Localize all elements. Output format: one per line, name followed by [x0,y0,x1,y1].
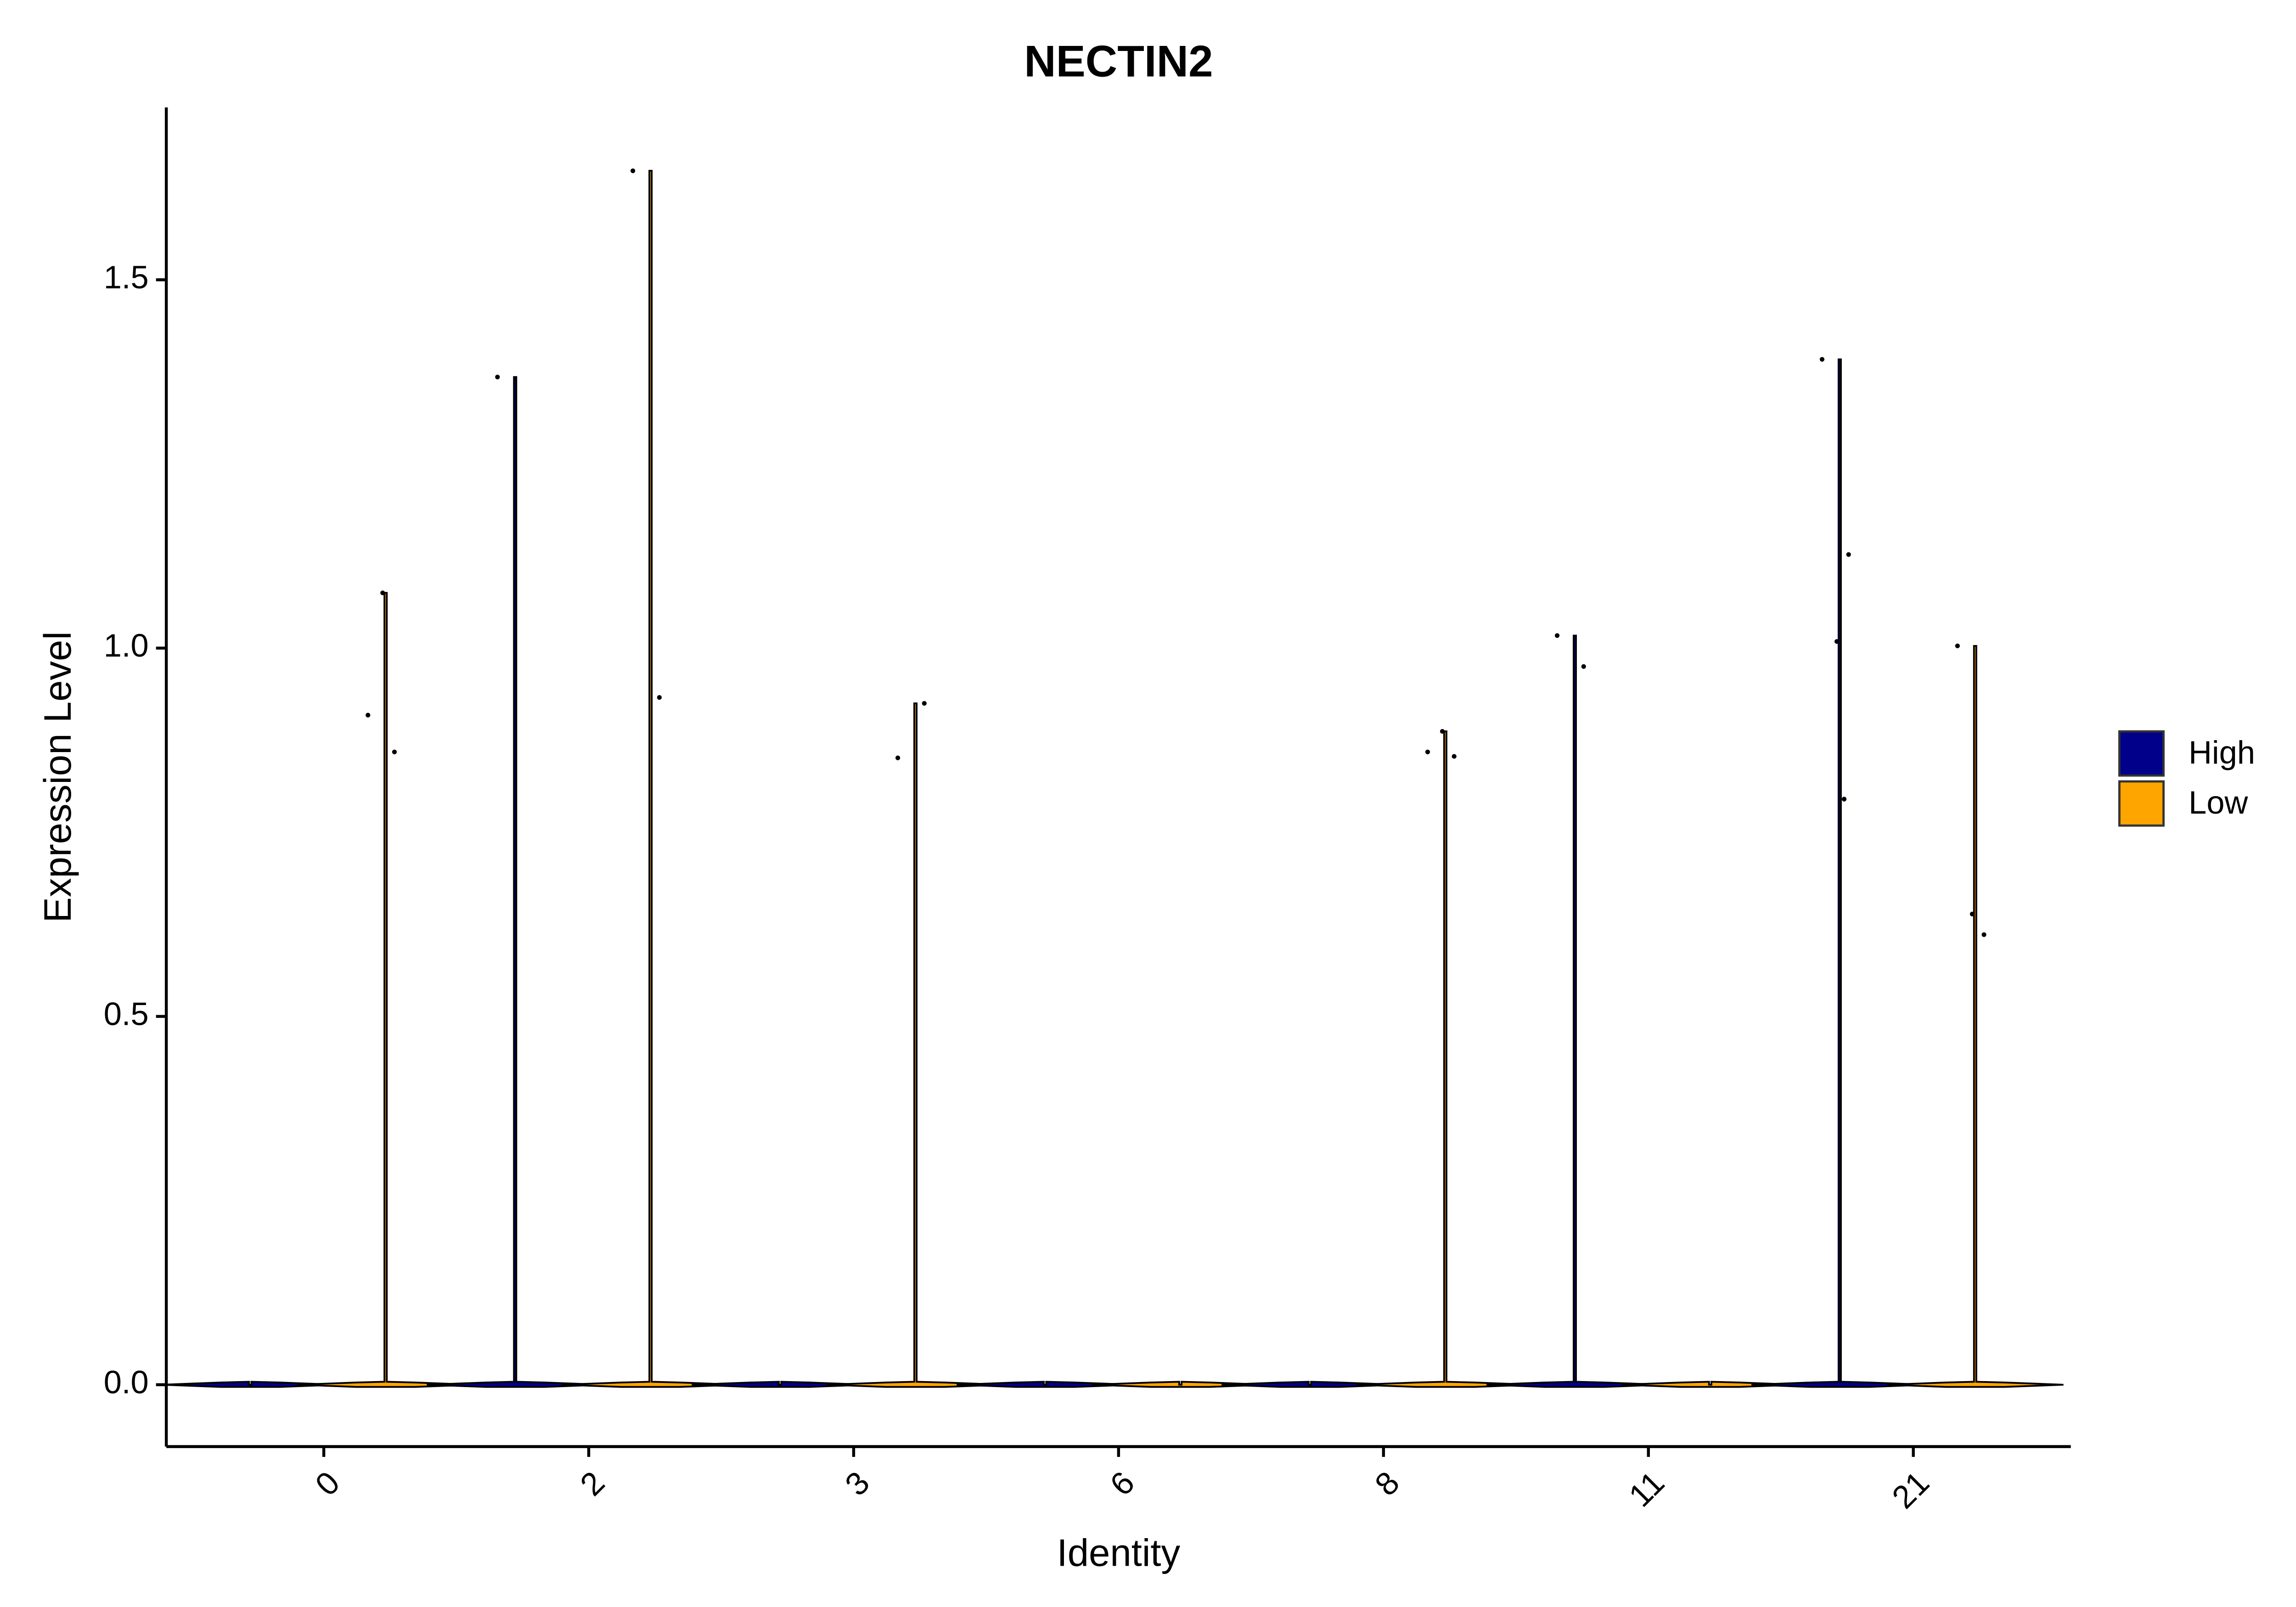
violin [1486,635,1663,1388]
data-point [1581,664,1586,669]
violin [427,376,604,1388]
data-point [1452,754,1457,759]
y-tick-label: 0.5 [104,995,149,1032]
legend-label: High [2189,734,2255,770]
y-axis-label: Expression Level [36,631,79,923]
data-point [1955,643,1960,648]
y-tick-label: 0.0 [104,1364,149,1400]
data-point [380,590,385,596]
data-point [1425,749,1430,754]
data-point [895,755,900,760]
chart-title: NECTIN2 [1024,37,1213,86]
violin [827,702,1004,1388]
data-point [1834,639,1840,644]
data-point [392,749,397,754]
x-axis-label: Identity [1057,1531,1181,1574]
violin [957,1381,1134,1388]
violin [1751,358,1928,1388]
legend-label: Low [2189,784,2248,820]
data-point [1554,633,1560,638]
data-point [1846,552,1851,557]
violin [1886,645,2064,1388]
data-point [1970,911,1975,916]
data-point [922,701,927,706]
violin [297,592,474,1388]
data-point [366,713,371,718]
y-tick-label: 1.5 [104,259,149,295]
data-point [1819,357,1825,362]
data-point [1981,932,1986,937]
violin [1221,1381,1398,1388]
violin [1357,730,1534,1388]
legend-swatch [2118,780,2165,827]
violin [562,170,739,1388]
violin [162,1381,339,1388]
legend-swatch [2118,730,2165,777]
y-tick-label: 1.0 [104,627,149,663]
data-point [657,695,662,700]
data-point [1440,729,1445,734]
data-point [495,375,500,380]
violin [692,1381,869,1388]
data-point [1841,797,1847,802]
data-point [630,168,636,174]
